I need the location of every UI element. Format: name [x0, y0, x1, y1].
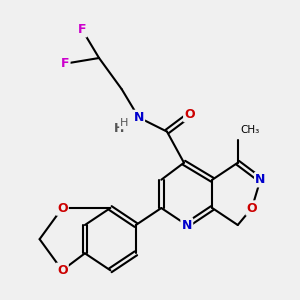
Text: N: N: [182, 218, 192, 232]
Text: CH₃: CH₃: [241, 125, 260, 135]
Text: H: H: [114, 122, 124, 135]
Text: N: N: [134, 111, 144, 124]
Text: N: N: [255, 173, 266, 186]
Text: F: F: [78, 23, 86, 36]
Text: O: O: [184, 108, 195, 121]
Text: H: H: [120, 118, 129, 128]
Text: F: F: [61, 57, 69, 70]
Text: O: O: [57, 264, 68, 277]
Text: O: O: [247, 202, 257, 214]
Text: O: O: [57, 202, 68, 214]
